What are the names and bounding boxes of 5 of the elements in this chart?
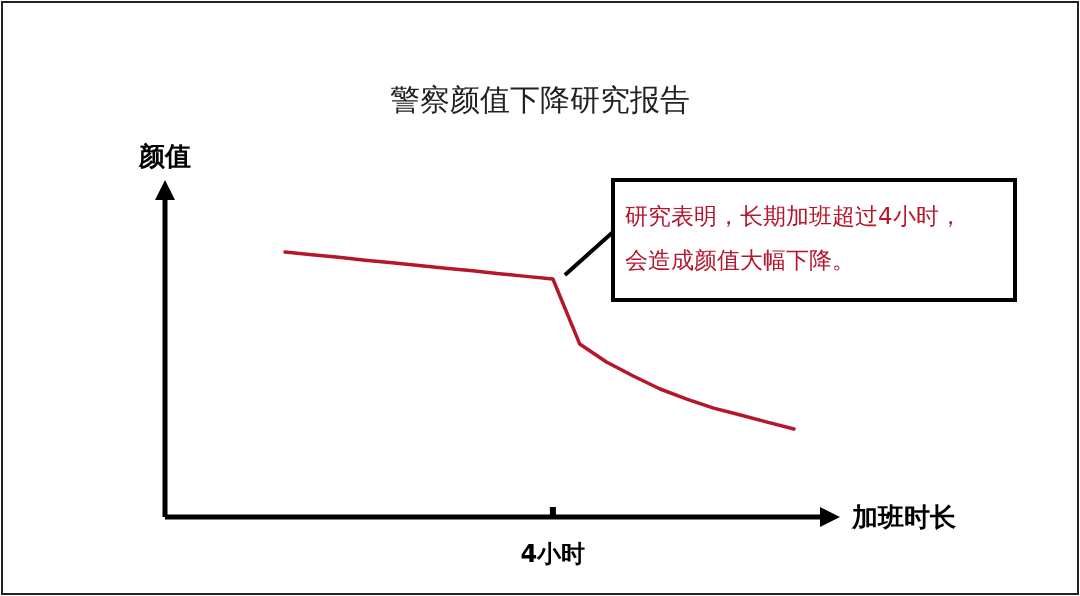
- y-axis-title: 颜值: [138, 141, 191, 171]
- chart-title: 警察颜值下降研究报告: [390, 82, 690, 117]
- annotation: 研究表明，长期加班超过4小时，会造成颜值大幅下降。: [625, 202, 963, 275]
- x-axis-title: 加班时长: [851, 502, 956, 532]
- text: 4小时: [520, 540, 586, 568]
